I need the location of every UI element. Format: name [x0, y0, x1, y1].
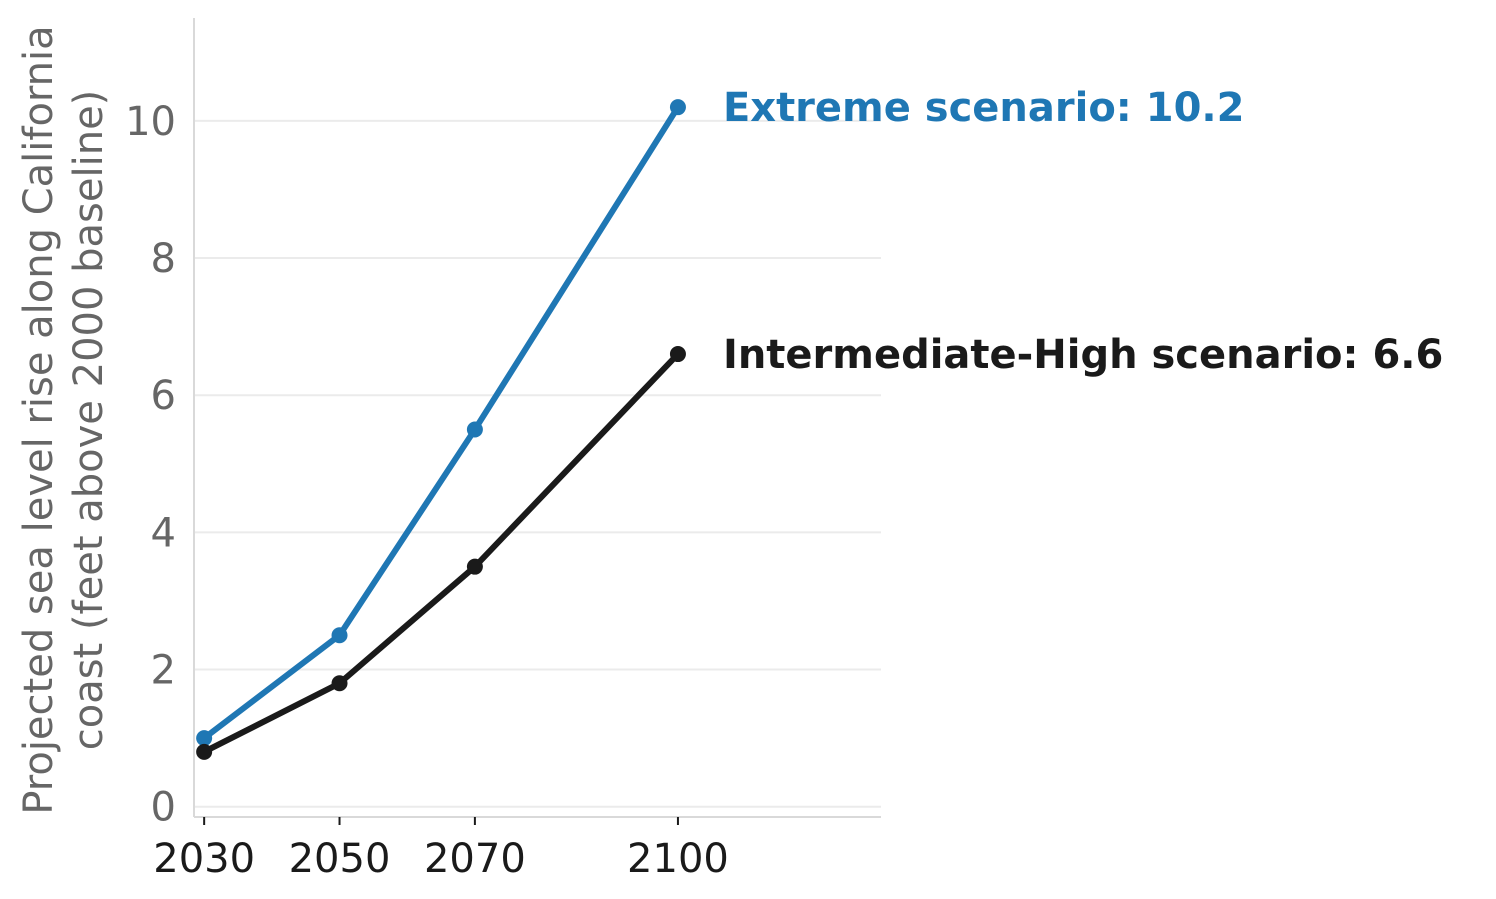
y-axis-label-2: coast (feet above 2000 baseline) — [66, 90, 112, 751]
y-axis-label-line-2: coast (feet above 2000 baseline) — [66, 90, 112, 751]
y-axis-ticks: 0 2 4 6 8 10 — [125, 99, 176, 831]
y-tick-label: 8 — [151, 236, 176, 282]
data-point — [331, 627, 348, 644]
data-point — [466, 558, 483, 575]
data-point — [669, 346, 686, 363]
grid-lines — [194, 119, 881, 808]
x-axis-ticks: 2030 2050 2070 2100 — [153, 817, 729, 882]
x-tick-label: 2070 — [424, 836, 526, 882]
y-tick-label: 10 — [125, 99, 176, 145]
series-end-label: Intermediate-High scenario: 6.6 — [723, 332, 1443, 378]
y-tick-label: 0 — [151, 785, 176, 831]
data-point — [669, 99, 686, 116]
series-group — [196, 99, 686, 760]
series-line-1 — [201, 351, 681, 755]
y-axis-label: Projected sea level rise along Californi… — [16, 25, 62, 814]
series-end-label: Extreme scenario: 10.2 — [723, 85, 1244, 131]
data-point — [196, 730, 213, 747]
y-tick-label: 2 — [151, 648, 176, 694]
data-point — [196, 743, 213, 760]
y-tick-label: 4 — [151, 510, 176, 556]
data-point — [466, 421, 483, 438]
x-tick-label: 2050 — [289, 836, 391, 882]
y-tick-label: 6 — [151, 373, 176, 419]
y-axis-label-line-1: Projected sea level rise along Californi… — [16, 25, 62, 814]
series-line-0 — [201, 104, 681, 742]
x-tick-label: 2030 — [153, 836, 255, 882]
x-tick-label: 2100 — [627, 836, 729, 882]
data-point — [331, 675, 348, 692]
end-labels: Extreme scenario: 10.2 Intermediate-High … — [723, 85, 1443, 378]
